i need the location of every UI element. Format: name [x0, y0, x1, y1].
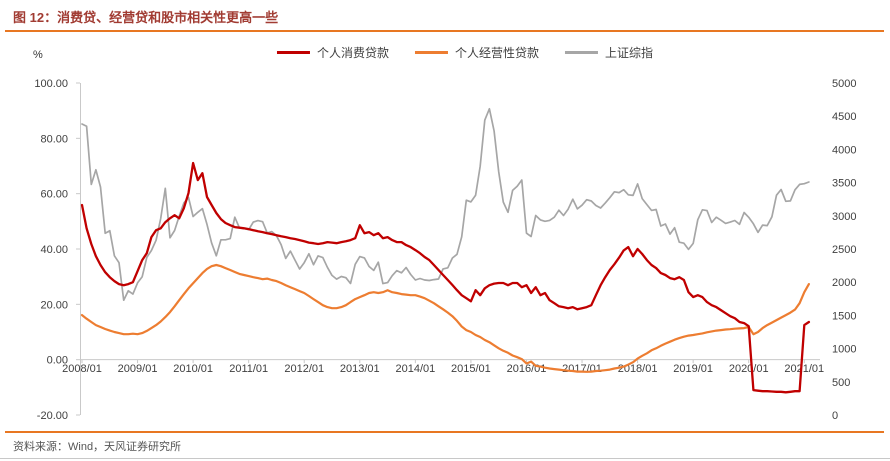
sse-index-line — [81, 107, 810, 302]
x-axis-tick-label: 2017/01 — [562, 363, 602, 375]
left-axis-tick-label: 100.00 — [34, 78, 68, 90]
left-axis-tick-label: 40.00 — [40, 244, 68, 256]
legend-label-sse-index: 上证综指 — [605, 46, 654, 60]
right-axis-tick-label: 4000 — [832, 144, 856, 156]
x-axis-tick-label: 2009/01 — [118, 363, 158, 375]
right-axis-tick-label: 0 — [832, 410, 838, 422]
x-axis-tick-label: 2011/01 — [229, 363, 268, 375]
legend-item-operating-loan: 个人经营性贷款 — [414, 44, 540, 61]
x-axis-tick-label: 2016/01 — [507, 363, 547, 375]
operating-loan-line-swatch — [414, 51, 448, 54]
chart-legend: 个人消费贷款 个人经营性贷款 上证综指 — [276, 44, 653, 61]
left-axis-tick-label: 60.00 — [40, 189, 68, 201]
x-axis-tick-label: 2018/01 — [618, 363, 658, 375]
right-axis-tick-label: 2000 — [832, 277, 856, 289]
x-axis-tick-label: 2013/01 — [340, 363, 380, 375]
figure-title: 图 12：消费贷、经营贷和股市相关性更高一些 — [13, 10, 279, 25]
x-axis-tick-label: 2012/01 — [284, 363, 324, 375]
right-axis-tick-label: 3500 — [832, 178, 856, 190]
left-axis-unit: % — [33, 49, 43, 61]
left-axis-tick-label: 0.00 — [47, 355, 68, 367]
consumer-loan-line-swatch — [276, 51, 310, 54]
x-axis-tick-label: 2015/01 — [451, 363, 491, 375]
consumer-loan-line — [80, 161, 811, 394]
legend-label-consumer-loan: 个人消费贷款 — [316, 46, 389, 60]
right-axis-tick-label: 2500 — [832, 244, 856, 256]
x-axis-tick-label: 2020/01 — [729, 363, 769, 375]
right-axis-tick-label: 5000 — [832, 78, 856, 90]
source-note: 资料来源：Wind，天风证券研究所 — [13, 441, 182, 453]
right-axis-tick-label: 500 — [832, 377, 850, 389]
bottom-border — [0, 458, 890, 459]
left-axis-tick-label: -20.00 — [37, 410, 68, 422]
legend-item-sse-index: 上证综指 — [565, 44, 653, 61]
x-axis-tick-label: 2008/01 — [62, 363, 102, 375]
sse-index-line-swatch — [565, 51, 599, 54]
legend-item-consumer-loan: 个人消费贷款 — [276, 44, 389, 61]
right-axis-tick-label: 1000 — [832, 344, 856, 356]
right-axis-tick-label: 4500 — [832, 111, 856, 123]
x-axis-tick-label: 2014/01 — [395, 363, 435, 375]
left-axis-tick-label: 20.00 — [40, 299, 68, 311]
x-axis-tick-label: 2019/01 — [673, 363, 713, 375]
x-axis-tick-label: 2010/01 — [173, 363, 213, 375]
right-axis-tick-label: 1500 — [832, 310, 856, 322]
legend-label-operating-loan: 个人经营性贷款 — [454, 46, 540, 60]
title-divider — [5, 30, 884, 32]
operating-loan-line — [80, 263, 811, 373]
left-axis-tick-label: 80.00 — [40, 133, 68, 145]
source-divider — [5, 431, 884, 433]
x-axis-tick-label: 2021/01 — [784, 363, 824, 375]
right-axis-tick-label: 3000 — [832, 211, 856, 223]
